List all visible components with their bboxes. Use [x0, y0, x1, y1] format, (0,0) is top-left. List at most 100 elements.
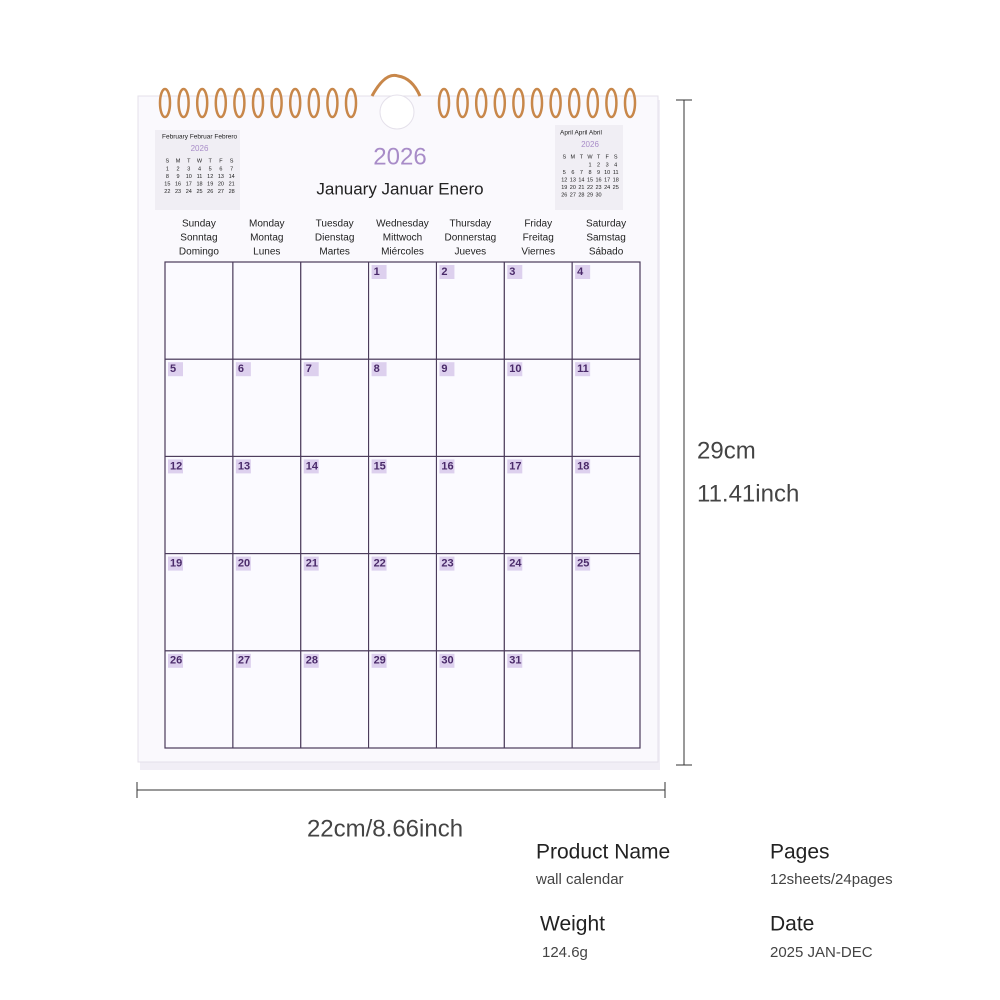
weekday: Saturday — [586, 219, 626, 230]
day-number: 17 — [509, 460, 521, 472]
weekday: Viernes — [521, 247, 555, 258]
mini-weekday: W — [197, 158, 203, 164]
mini-day: 19 — [561, 185, 567, 191]
weekday: Thursday — [450, 219, 492, 230]
mini-day: 5 — [209, 166, 212, 172]
spec-label: Date — [770, 913, 814, 936]
day-badge — [168, 556, 183, 571]
spec-value: wall calendar — [535, 871, 624, 888]
mini-day: 4 — [198, 166, 201, 172]
day-number: 11 — [577, 363, 589, 375]
mini-day: 2 — [177, 166, 180, 172]
height-inch: 11.41inch — [697, 480, 799, 507]
weekday: Donnerstag — [445, 233, 497, 244]
mini-weekday: M — [176, 158, 181, 164]
day-badge — [168, 362, 183, 377]
mini-day: 23 — [596, 185, 602, 191]
day-badge — [371, 265, 387, 279]
hanging-hole — [379, 94, 415, 130]
mini-weekday: F — [605, 154, 609, 160]
day-badge — [439, 362, 455, 377]
day-badge — [507, 265, 523, 279]
mini-day: 27 — [218, 189, 224, 195]
grid-frame — [164, 261, 641, 749]
ring — [307, 87, 321, 119]
day-number: 21 — [306, 558, 318, 570]
day-number: 5 — [170, 363, 176, 375]
day-badge — [303, 362, 319, 377]
mini-day: 13 — [218, 174, 224, 180]
mini-day: 17 — [186, 181, 192, 187]
mini-weekday: T — [209, 158, 213, 164]
mini-day: 21 — [578, 185, 584, 191]
mini-day: 22 — [587, 185, 593, 191]
mini-day: 30 — [596, 192, 602, 198]
mini-day: 6 — [571, 170, 574, 176]
day-number: 30 — [441, 655, 453, 667]
mini-weekday: T — [580, 154, 584, 160]
mini-day: 28 — [578, 192, 584, 198]
mini-day: 22 — [164, 189, 170, 195]
mini-day: 9 — [177, 174, 180, 180]
mini-day: 12 — [561, 177, 567, 183]
ring — [270, 87, 283, 119]
mini-day: 23 — [175, 189, 181, 195]
weekday: Miércoles — [381, 247, 424, 258]
height-cm: 29cm — [697, 437, 756, 464]
month-title: January Januar Enero — [316, 179, 483, 198]
ring — [214, 87, 228, 119]
mini-day: 3 — [606, 162, 609, 168]
mini-day: 17 — [604, 177, 610, 183]
ring — [344, 87, 358, 119]
day-number: 28 — [306, 655, 318, 667]
ring — [623, 87, 637, 119]
mini-day: 3 — [187, 166, 190, 172]
day-badge — [507, 653, 523, 668]
mini-day: 14 — [578, 177, 584, 183]
hook — [370, 73, 422, 97]
mini-weekday: S — [562, 154, 566, 160]
day-number: 4 — [577, 266, 584, 278]
ring — [195, 87, 209, 119]
mini-day: 1 — [166, 166, 169, 172]
day-number: 29 — [374, 655, 386, 667]
mini-day: 26 — [207, 189, 213, 195]
day-badge — [303, 556, 319, 571]
day-number: 23 — [441, 558, 453, 570]
ring — [512, 87, 525, 119]
weekday: Freitag — [523, 233, 554, 244]
weekday: Sonntag — [180, 233, 217, 244]
weekday: Lunes — [253, 247, 280, 258]
day-number: 25 — [577, 558, 589, 570]
ring — [456, 87, 469, 119]
day-number: 2 — [441, 266, 447, 278]
mini-title: April April Abril — [560, 130, 602, 137]
weekday: Sábado — [589, 247, 624, 258]
mini-weekday: M — [571, 154, 576, 160]
day-number: 20 — [238, 558, 250, 570]
day-badge — [575, 556, 591, 571]
mini-day: 29 — [587, 192, 593, 198]
spec-value: 124.6g — [542, 944, 588, 961]
day-badge — [235, 653, 251, 668]
day-number: 16 — [441, 460, 453, 472]
ring — [177, 87, 190, 119]
mini-day: 24 — [604, 185, 610, 191]
mini-day: 2 — [597, 162, 600, 168]
day-badge — [235, 459, 251, 474]
day-number: 12 — [170, 460, 182, 472]
weekday: Martes — [319, 247, 350, 258]
mini-day: 20 — [570, 185, 576, 191]
day-badge — [507, 362, 523, 377]
day-number: 19 — [170, 558, 182, 570]
day-badge — [575, 265, 591, 279]
mini-day: 9 — [597, 170, 600, 176]
weekday: Jueves — [455, 247, 487, 258]
weekday: Domingo — [179, 247, 219, 258]
spec-label: Product Name — [536, 841, 670, 864]
ring — [233, 87, 246, 119]
ring — [493, 87, 507, 119]
day-cell — [571, 650, 641, 749]
